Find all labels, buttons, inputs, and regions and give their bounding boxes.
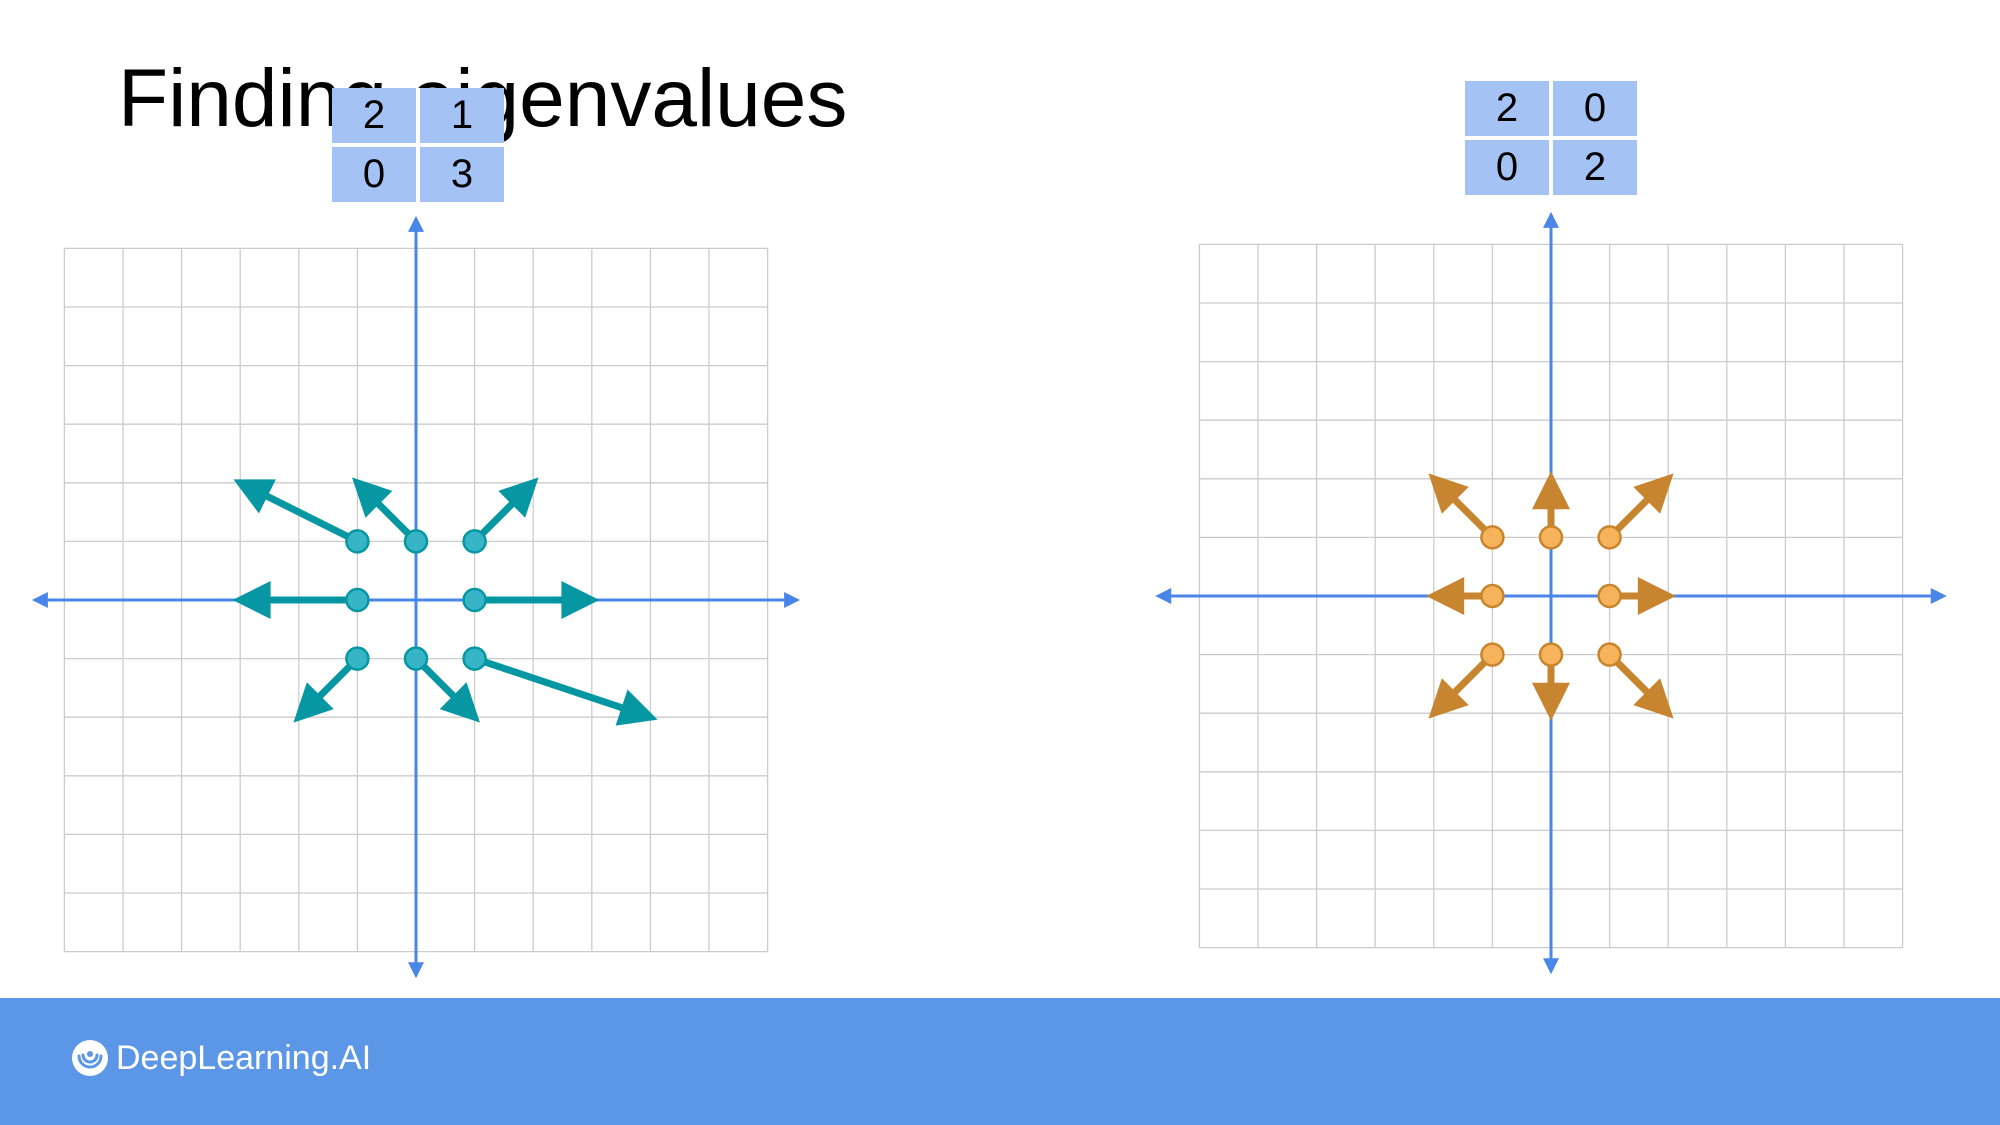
right-vector-arrow: [1607, 652, 1674, 719]
right-vector-point: [1597, 525, 1622, 550]
right-vector-point: [1480, 642, 1505, 667]
right-vector-arrow: [1607, 473, 1674, 540]
matrix-left: 2 1 0 3: [332, 88, 504, 202]
left-vector-point: [462, 587, 487, 613]
brand: DeepLearning.AI: [70, 1038, 371, 1078]
plot-right: [1155, 211, 1947, 975]
right-vector-point: [1538, 642, 1564, 667]
left-vector-arrow: [473, 655, 658, 726]
plots-canvas: [31, 211, 1947, 979]
right-vector-point: [1597, 583, 1622, 609]
left-vector-point: [403, 529, 429, 554]
left-vector-point: [345, 587, 370, 613]
matrix-right-cell-10: 0: [1465, 140, 1549, 195]
matrix-right: 2 0 0 2: [1465, 81, 1637, 195]
matrix-right-cell-00: 2: [1465, 81, 1549, 136]
left-vector-arrow: [413, 656, 480, 723]
matrix-left-cell-11: 3: [420, 147, 504, 202]
right-vector-point: [1480, 583, 1505, 609]
left-vector-arrow: [293, 656, 360, 723]
right-vector-arrow: [1428, 473, 1495, 540]
right-vector-point: [1538, 525, 1564, 550]
left-vector-arrow: [472, 477, 539, 544]
left-vector-point: [462, 646, 487, 671]
deeplearning-logo-icon: [72, 1040, 108, 1076]
left-vector-point: [345, 646, 370, 671]
right-vector-point: [1597, 642, 1622, 667]
matrix-left-cell-10: 0: [332, 147, 416, 202]
brand-name: DeepLearning.AI: [116, 1038, 372, 1077]
right-vector-point: [1480, 525, 1505, 550]
right-vector-arrow: [1428, 652, 1495, 719]
matrix-left-cell-00: 2: [332, 88, 416, 143]
matrix-right-cell-01: 0: [1553, 81, 1637, 136]
matrix-right-cell-11: 2: [1553, 140, 1637, 195]
left-vector-arrow: [352, 477, 419, 544]
left-vector-point: [403, 646, 429, 671]
left-vector-point: [345, 529, 370, 554]
left-vector-point: [462, 529, 487, 554]
matrix-left-cell-01: 1: [420, 88, 504, 143]
footer-bar: DeepLearning.AI: [0, 998, 2000, 1125]
plot-left: [31, 215, 801, 979]
left-vector-arrow: [233, 479, 359, 545]
